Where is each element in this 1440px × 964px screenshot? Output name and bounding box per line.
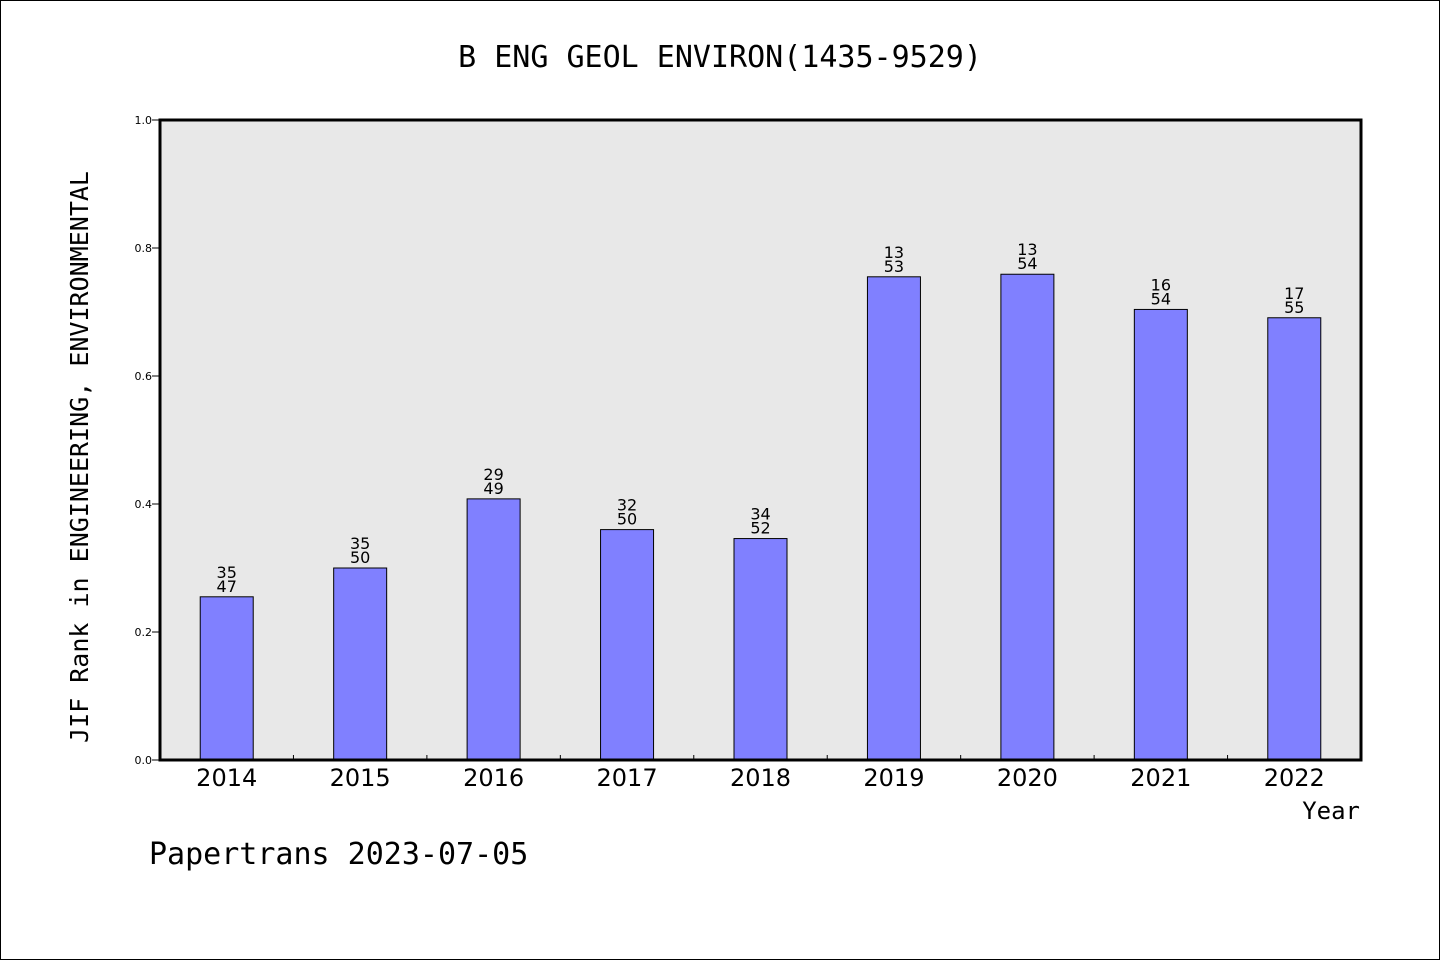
bar-total-label: 55 <box>1284 298 1304 317</box>
y-tick-label: 1.0 <box>135 114 153 127</box>
bar-2014 <box>199 596 254 761</box>
x-tick-label: 2018 <box>730 764 791 792</box>
x-tick-label: 2014 <box>196 764 257 792</box>
bar-rank-label: 13 <box>1017 240 1037 259</box>
bar-2016 <box>466 498 521 761</box>
y-tick-label: 0.2 <box>135 626 153 639</box>
bar-total-label: 52 <box>750 519 770 538</box>
bar-rank-label: 29 <box>483 465 503 484</box>
bar-rank-label: 35 <box>350 534 370 553</box>
x-tick-label: 2020 <box>997 764 1058 792</box>
x-tick-label: 2019 <box>863 764 924 792</box>
bar-rank-label: 34 <box>750 505 770 524</box>
y-axis-ticks: 0.0 0.2 0.4 0.6 0.8 1.0 <box>135 114 160 767</box>
bar-rank-label: 13 <box>884 243 904 262</box>
bar-total-label: 50 <box>617 510 637 529</box>
chart-title: B ENG GEOL ENVIRON(1435-9529) <box>458 40 982 75</box>
bar-total-label: 54 <box>1017 254 1037 273</box>
x-tick-label: 2021 <box>1130 764 1191 792</box>
bar-2020 <box>1000 273 1055 761</box>
x-tick-label: 2015 <box>330 764 391 792</box>
bar-2019 <box>866 276 921 761</box>
bar-2022 <box>1267 317 1322 761</box>
bar-total-label: 53 <box>884 257 904 276</box>
y-tick-label: 0.0 <box>135 754 153 767</box>
bar-total-label: 54 <box>1151 289 1171 308</box>
bar-rank-label: 16 <box>1151 275 1171 294</box>
bar-rank-label: 17 <box>1284 284 1304 303</box>
footer-source-date: Papertrans 2023-07-05 <box>149 837 528 872</box>
bar-total-label: 47 <box>217 577 237 596</box>
bar-2015 <box>333 567 388 761</box>
y-axis-label: JIF Rank in ENGINEERING, ENVIRONMENTAL <box>65 171 94 743</box>
bar-total-label: 49 <box>483 479 503 498</box>
x-tick-label: 2017 <box>597 764 658 792</box>
bar-total-label: 50 <box>350 548 370 567</box>
x-tick-label: 2016 <box>463 764 524 792</box>
x-tick-label: 2022 <box>1264 764 1325 792</box>
bar-2017 <box>600 529 655 761</box>
plot-border <box>158 118 1363 762</box>
bar-rank-label: 35 <box>217 563 237 582</box>
x-axis-label: Year <box>1302 797 1360 825</box>
y-tick-label: 0.6 <box>135 370 153 383</box>
y-tick-label: 0.4 <box>135 498 153 511</box>
y-tick-label: 0.8 <box>135 242 153 255</box>
bar-2018 <box>733 538 788 761</box>
x-axis-ticks: 2014 2015 2016 2017 2018 2019 2020 2021 2022 <box>196 755 1325 792</box>
bar-rank-label: 32 <box>617 496 637 515</box>
bar-2021 <box>1133 308 1188 761</box>
